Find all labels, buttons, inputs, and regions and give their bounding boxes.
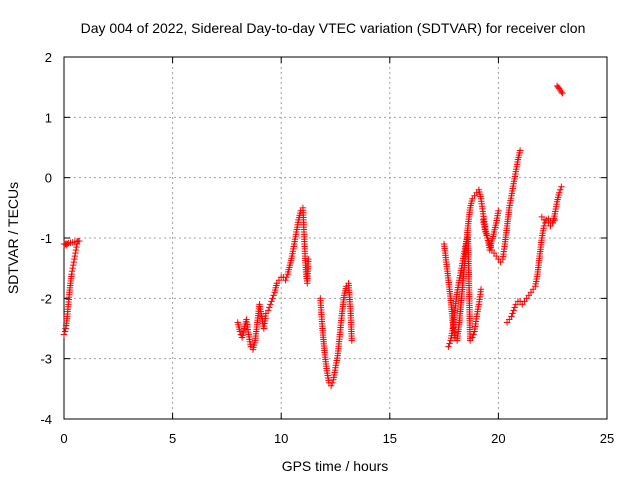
- data-point: [305, 255, 312, 263]
- x-tick-label: 20: [491, 431, 505, 446]
- y-tick-label: 2: [45, 50, 52, 65]
- gridlines: [64, 57, 607, 419]
- data-point: [469, 334, 476, 341]
- data-point-fill: [268, 298, 275, 305]
- data-point: [70, 258, 77, 266]
- data-point: [72, 246, 80, 254]
- data-point-fill: [557, 186, 564, 193]
- data-point: [510, 307, 517, 314]
- data-point: [60, 331, 68, 338]
- data-point-fill: [62, 325, 69, 332]
- chart-title: Day 004 of 2022, Sidereal Day-to-day VTE…: [81, 20, 586, 36]
- data-point: [477, 286, 485, 293]
- data-point: [559, 90, 566, 97]
- y-tick-label: -1: [40, 231, 52, 246]
- y-tick-label: 0: [45, 171, 52, 186]
- data-point: [71, 252, 79, 260]
- x-axis-label: GPS time / hours: [282, 458, 389, 474]
- data-point: [445, 343, 452, 350]
- data-point-fill: [68, 267, 76, 275]
- data-point-fill: [329, 379, 336, 386]
- y-tick-label: 1: [45, 110, 52, 125]
- data-point: [264, 307, 272, 314]
- data-point-fill: [509, 310, 516, 317]
- data-point: [551, 216, 559, 224]
- data-point: [62, 242, 70, 249]
- x-tick-label: 5: [169, 431, 176, 446]
- data-point: [282, 277, 289, 284]
- data-point-fill: [511, 304, 518, 311]
- data-point-fill: [483, 231, 490, 239]
- data-point-fill: [70, 261, 77, 269]
- data-point-fill: [270, 292, 277, 299]
- y-tick-label: -2: [40, 291, 52, 306]
- data-point: [540, 222, 548, 230]
- data-point: [558, 88, 565, 96]
- data-point: [327, 382, 335, 390]
- x-tick-label: 10: [274, 431, 288, 446]
- x-tick-label: 0: [60, 431, 67, 446]
- data-point: [495, 207, 502, 215]
- data-point: [348, 337, 355, 344]
- x-tick-label: 25: [600, 431, 614, 446]
- data-point: [61, 328, 69, 335]
- data-point: [267, 301, 274, 308]
- y-tick-label: -4: [40, 412, 52, 427]
- data-point: [556, 189, 563, 196]
- y-tick-label: -3: [40, 352, 52, 367]
- y-axis-label: SDTVAR / TECUs: [5, 182, 21, 294]
- data-point-fill: [470, 331, 477, 338]
- data-point-fill: [446, 340, 453, 347]
- data-point-fill: [71, 255, 78, 263]
- data-point: [64, 240, 71, 248]
- axis-ticks: 0 5 10 15 20 25 -4 -3 -2 -1 0 1 2: [40, 50, 614, 446]
- data-point-fill: [266, 304, 273, 311]
- data-point: [516, 147, 524, 154]
- data-point-fill: [283, 274, 290, 281]
- x-tick-label: 15: [383, 431, 397, 446]
- data-points: [60, 82, 566, 390]
- data-point: [482, 228, 489, 236]
- data-point: [269, 295, 276, 302]
- data-point: [508, 313, 515, 320]
- data-point: [558, 183, 565, 190]
- data-point: [68, 271, 75, 278]
- data-point: [69, 264, 76, 272]
- data-point: [236, 328, 244, 335]
- data-point-fill: [72, 249, 79, 257]
- data-point-fill: [73, 243, 80, 251]
